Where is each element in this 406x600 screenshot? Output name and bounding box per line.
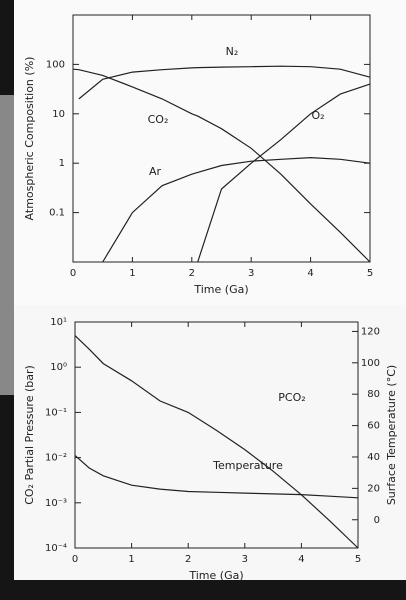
y-tick-label: 10⁻¹	[45, 407, 67, 418]
panel-top	[14, 0, 406, 310]
x-tick-label: 2	[185, 554, 191, 565]
x-tick-label: 0	[70, 268, 76, 279]
series-line	[102, 156, 371, 263]
x-tick-label: 4	[307, 268, 313, 279]
y2-tick-label: 20	[367, 483, 380, 494]
x-tick-label: 1	[128, 554, 134, 565]
plot-frame	[72, 14, 371, 263]
series-line	[78, 65, 371, 100]
series-line	[74, 454, 359, 499]
series-label: O₂	[311, 109, 324, 122]
y2-tick-label: 0	[374, 515, 380, 526]
y-tick-label: 10⁰	[50, 362, 67, 373]
series-label: N₂	[226, 45, 239, 58]
x-tick-label: 2	[189, 268, 195, 279]
y-tick-label: 10⁻³	[45, 498, 67, 509]
x-tick-label: 5	[355, 554, 361, 565]
x-axis-label: Time (Ga)	[188, 569, 243, 582]
x-tick-label: 3	[248, 268, 254, 279]
series-line	[72, 68, 371, 263]
side-strip	[0, 95, 14, 395]
series-label: PCO₂	[278, 391, 305, 404]
series-label: Temperature	[212, 459, 283, 472]
x-tick-label: 0	[72, 554, 78, 565]
x-tick-label: 4	[298, 554, 304, 565]
y-axis-label: Atmospheric Composition (%)	[23, 57, 36, 221]
y-tick-label: 10	[52, 109, 65, 120]
y2-tick-label: 40	[367, 452, 380, 463]
series-label: Ar	[149, 165, 162, 178]
y-tick-label: 100	[46, 59, 65, 70]
y2-tick-label: 60	[367, 421, 380, 432]
y-tick-label: 1	[59, 158, 65, 169]
x-axis-label: Time (Ga)	[193, 283, 248, 296]
series-label: CO₂	[148, 113, 169, 126]
x-tick-label: 3	[242, 554, 248, 565]
x-tick-label: 5	[367, 268, 373, 279]
y-tick-label: 10¹	[50, 317, 67, 328]
y-tick-label: 10⁻²	[45, 453, 67, 464]
y2-tick-label: 120	[361, 326, 380, 337]
y-tick-label: 10⁻⁴	[45, 543, 67, 554]
panel-bottom	[14, 305, 406, 580]
plot-frame	[74, 321, 359, 549]
y2-axis-label: Surface Temperature (°C)	[385, 365, 398, 505]
series-line	[197, 83, 371, 263]
y2-tick-label: 80	[367, 389, 380, 400]
series-line	[74, 335, 359, 549]
y-axis-label: CO₂ Partial Pressure (bar)	[23, 365, 36, 505]
x-tick-label: 1	[129, 268, 135, 279]
y2-tick-label: 100	[361, 358, 380, 369]
y-tick-label: 0.1	[49, 208, 65, 219]
